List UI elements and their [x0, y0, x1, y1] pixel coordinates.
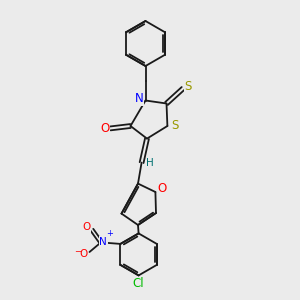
Text: O: O: [80, 249, 88, 260]
Text: H: H: [146, 158, 154, 168]
Text: Cl: Cl: [133, 277, 144, 290]
Text: S: S: [185, 80, 192, 93]
Text: N: N: [99, 237, 107, 247]
Text: O: O: [100, 122, 109, 135]
Text: −: −: [75, 247, 82, 256]
Text: O: O: [158, 182, 166, 195]
Text: O: O: [82, 222, 91, 233]
Text: S: S: [171, 119, 178, 132]
Text: N: N: [135, 92, 144, 106]
Text: +: +: [106, 230, 113, 238]
